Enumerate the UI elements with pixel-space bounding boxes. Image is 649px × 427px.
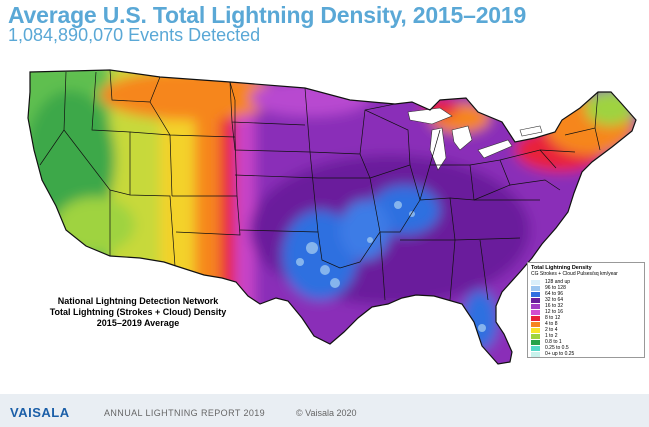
legend-label: 4 to 8 <box>545 321 558 327</box>
legend-item: 1 to 2 <box>531 333 644 339</box>
legend-label: 0+ up to 0.25 <box>545 351 575 357</box>
legend-label: 96 to 128 <box>545 285 566 291</box>
report-name: ANNUAL LIGHTNING REPORT 2019 <box>104 408 266 418</box>
density-legend: Total Lightning Density CG Strokes + Clo… <box>527 262 645 358</box>
legend-swatch <box>531 309 540 315</box>
legend-label: 64 to 96 <box>545 291 564 297</box>
legend-item: 64 to 96 <box>531 291 644 297</box>
great-lakes <box>407 107 543 171</box>
legend-swatch <box>531 315 540 321</box>
legend-swatch <box>531 291 540 297</box>
vaisala-logo: VAISALA <box>10 405 70 420</box>
state-borders <box>39 69 601 301</box>
legend-swatch <box>531 345 540 351</box>
legend-item: 4 to 8 <box>531 321 644 327</box>
legend-swatch <box>531 297 540 303</box>
caption-line-1: National Lightning Detection Network <box>57 296 219 306</box>
legend-swatch <box>531 303 540 309</box>
legend-item: 2 to 4 <box>531 327 644 333</box>
events-count: 1,084,890,070 Events Detected <box>8 25 261 45</box>
legend-item: 8 to 12 <box>531 315 644 321</box>
legend-item: 128 and up <box>531 279 644 285</box>
legend-label: 0.25 to 0.5 <box>545 345 569 351</box>
legend-item: 96 to 128 <box>531 285 644 291</box>
legend-item: 0.25 to 0.5 <box>531 345 644 351</box>
legend-subtitle: CG Strokes + Cloud Pulses/sq km/year <box>531 271 618 277</box>
legend-label: 2 to 4 <box>545 327 558 333</box>
legend-label: 128 and up <box>545 279 571 285</box>
footer-band <box>0 394 649 427</box>
us-outline <box>27 69 637 365</box>
legend-label: 0.8 to 1 <box>545 339 562 345</box>
legend-swatch <box>531 333 540 339</box>
legend-swatch <box>531 339 540 345</box>
legend-swatch <box>531 327 540 333</box>
legend-swatch <box>531 351 540 357</box>
legend-label: 32 to 64 <box>545 297 564 303</box>
copyright: © Vaisala 2020 <box>296 408 357 418</box>
map-caption: National Lightning Detection Network Tot… <box>28 296 248 329</box>
legend-swatch <box>531 321 540 327</box>
legend-swatch <box>531 279 540 285</box>
legend-item: 32 to 64 <box>531 297 644 303</box>
page-title: Average U.S. Total Lightning Density, 20… <box>8 2 527 28</box>
legend-rows: 128 and up 96 to 128 64 to 96 32 to 64 16 to… <box>528 279 644 357</box>
legend-label: 8 to 12 <box>545 315 561 321</box>
legend-item: 0.8 to 1 <box>531 339 644 345</box>
caption-line-2: Total Lightning (Strokes + Cloud) Densit… <box>49 307 227 317</box>
legend-item: 12 to 16 <box>531 309 644 315</box>
legend-label: 16 to 32 <box>545 303 564 309</box>
legend-title: Total Lightning Density <box>531 265 592 271</box>
legend-swatch <box>531 285 540 291</box>
legend-item: 16 to 32 <box>531 303 644 309</box>
caption-line-3: 2015–2019 Average <box>96 318 180 328</box>
legend-label: 12 to 16 <box>545 309 564 315</box>
legend-item: 0+ up to 0.25 <box>531 351 644 357</box>
legend-label: 1 to 2 <box>545 333 558 339</box>
